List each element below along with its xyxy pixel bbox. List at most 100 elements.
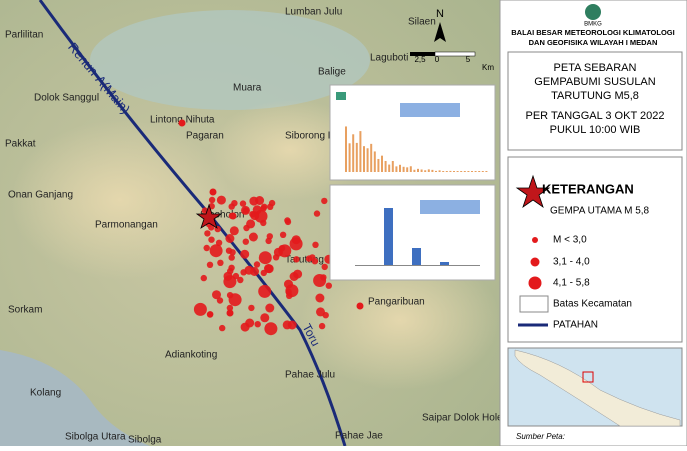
inset-bar [412,248,421,265]
scale-label: 2,5 [414,55,426,64]
legend-label: 3,1 - 4,0 [553,257,590,268]
aftershock [267,203,274,210]
place-label: Parmonangan [95,220,158,231]
date: PUKUL 10:00 WIB [550,124,641,136]
aftershock [242,207,249,214]
main-shock-star [195,203,223,229]
aftershock [208,236,215,243]
inset-bar [474,171,477,172]
aftershock [225,247,233,254]
aftershock [318,322,326,330]
aftershock [212,290,221,300]
aftershock [264,322,278,336]
inset-bar [440,262,449,265]
aftershock [240,269,247,276]
inset-box [420,200,480,214]
aftershock [229,226,239,236]
aftershock [246,219,256,229]
aftershock [209,188,217,196]
aftershock [252,205,262,215]
aftershock [239,200,247,207]
aftershock [237,276,244,284]
aftershock [226,304,234,312]
scale-segment [410,52,435,56]
aftershock [254,321,261,328]
aftershock [223,271,233,281]
legend-dot [528,276,542,290]
scale-label: 5 [466,55,471,64]
aftershock [266,233,273,240]
aftershock [320,274,327,281]
aftershock [200,274,207,282]
inset-bar [391,160,394,172]
legend-label: PATAHAN [553,320,598,331]
aftershock [216,195,226,205]
inset-bar [409,166,412,172]
inset-bar [417,168,419,172]
aftershock [217,259,224,266]
inset-bar [442,171,445,172]
inset-bar [345,126,347,172]
aftershock [258,284,272,298]
aftershock [258,251,272,265]
inset-bar [355,142,358,172]
scale-segment [434,51,476,57]
inset-bar [384,160,387,172]
aftershock [228,264,235,271]
place-label: Muara [233,83,262,94]
logo-text: BMKG [584,22,602,28]
side-panel: BMKG BALAI BESAR METEOROLOGI KLIMATOLOGI… [499,0,687,447]
inset-chart-frame [329,84,496,181]
aftershock [216,297,224,304]
inset-bar [413,169,416,172]
aftershock [240,249,250,259]
aftershock [253,261,261,268]
inset-bar [427,169,430,172]
place-label: Parlilitan [5,30,43,41]
title: TARUTUNG M5,8 [551,90,639,102]
aftershock [278,245,286,252]
inset-bar [384,208,393,265]
aftershock [193,302,207,316]
aftershock [272,254,280,261]
aftershock [255,196,265,205]
inset-bar [471,171,473,172]
inset-bar [453,171,455,172]
title-box [507,51,683,151]
inset-bar [449,170,452,172]
source: Sumber Peta: [516,432,565,441]
title: PETA SEBARAN [554,62,637,74]
inset-bar [395,166,398,172]
agency: BALAI BESAR METEOROLOGI KLIMATOLOGI [511,28,674,37]
aftershock [260,205,267,212]
place-label: Siborong Boron [285,131,355,142]
aftershock [322,312,329,319]
aftershock [204,230,211,237]
place-label: Tarutung [285,255,324,266]
inset-box [400,103,460,117]
inset-bar [485,171,488,172]
aftershock [225,234,235,243]
inset-bar [435,170,437,172]
aftershock [315,293,325,303]
scale-label: Km [482,63,494,72]
aftershock [178,119,186,127]
inset-bar [352,134,355,172]
inset-bar [438,170,441,172]
inset-bar [359,131,362,172]
inset-bar [478,171,481,172]
inset-bar [370,143,373,172]
map-area: Parlilitan Lumban Julu Silaen Laguboti Balig… [0,0,503,447]
aftershock [209,244,223,258]
place-label: Pagaran [186,131,224,142]
place-label: Sibolga Utara [65,432,126,443]
aftershock [228,203,235,210]
aftershock [219,324,226,332]
logo-icon [585,4,601,20]
inset-bar [406,167,409,172]
inset-chart [329,184,496,281]
title: GEMPABUMI SUSULAN [534,76,655,88]
legend-label: 4,1 - 5,8 [553,278,590,289]
inset-bar [399,164,401,172]
legend-dot [530,257,540,267]
